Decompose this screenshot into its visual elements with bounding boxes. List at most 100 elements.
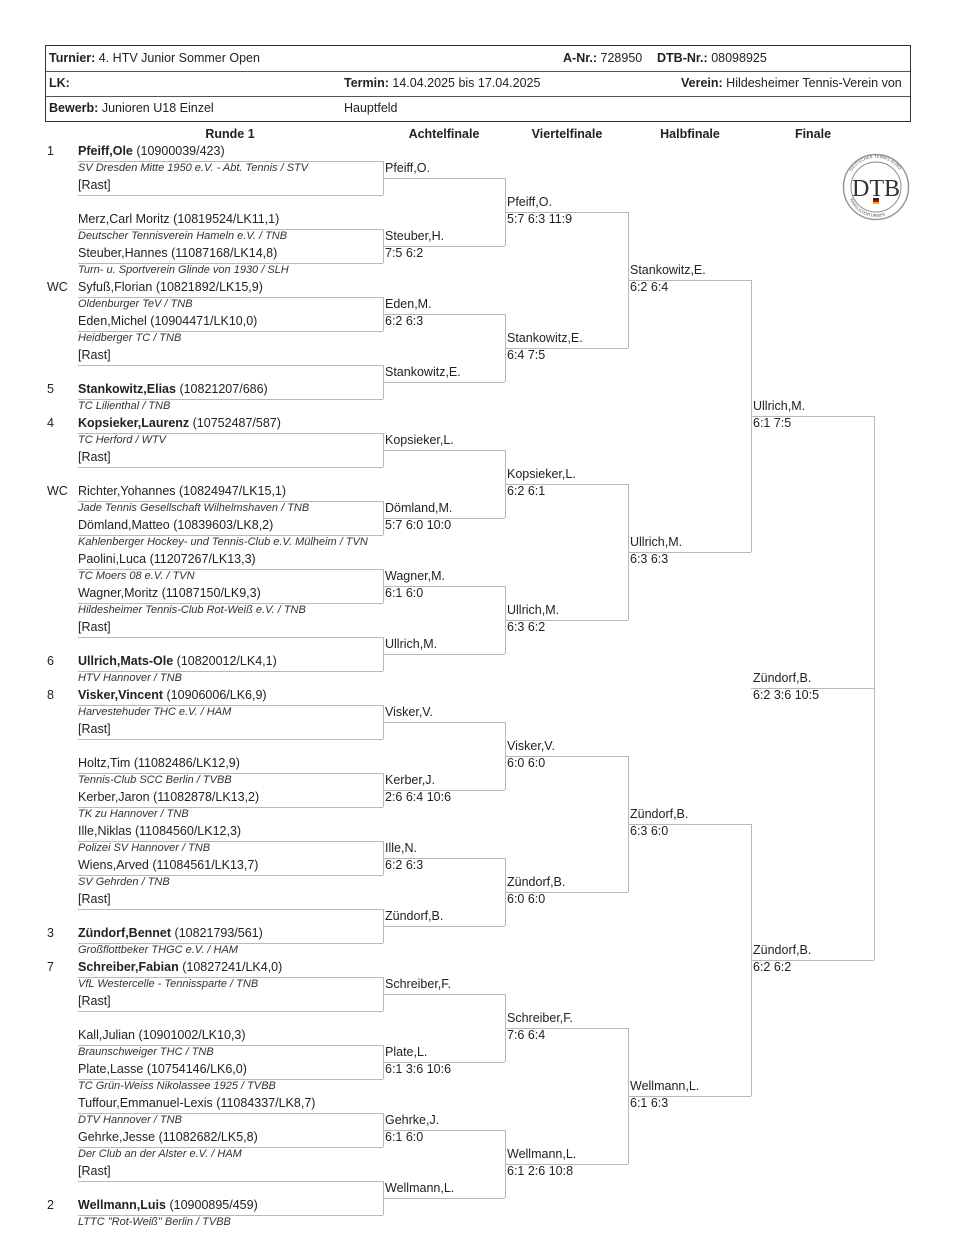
dtbnr-label: DTB-Nr.: — [657, 51, 708, 65]
player-name: [Rast] — [78, 450, 111, 464]
match-winner: Zündorf,B. — [507, 875, 566, 889]
player-name: [Rast] — [78, 178, 111, 192]
player-club: Deutscher Tennisverein Hameln e.V. / TNB — [78, 230, 288, 242]
player-club: HTV Hannover / TNB — [78, 672, 182, 684]
bracket-line — [628, 552, 751, 553]
bracket-line — [78, 977, 383, 978]
bracket-line — [383, 586, 505, 587]
player-entry: [Rast] — [78, 347, 111, 364]
player-entry: Steuber,Hannes (11087168/LK14,8) — [78, 245, 277, 262]
bracket-line — [78, 535, 383, 536]
bracket-line — [505, 348, 628, 349]
player-name: Stankowitz,Elias — [78, 382, 176, 396]
player-name: Ille,Niklas — [78, 824, 132, 838]
bracket-line — [505, 756, 628, 757]
verein-label: Verein: — [681, 76, 723, 90]
match-score: 6:2 6:2 — [753, 960, 792, 974]
player-entry: Holtz,Tim (11082486/LK12,9) — [78, 755, 240, 772]
match-winner: Dömland,M. — [385, 501, 453, 515]
player-entry: [Rast] — [78, 721, 111, 738]
player-entry: [Rast] — [78, 993, 111, 1010]
match-winner: Pfeiff,O. — [507, 195, 552, 209]
bracket-line — [78, 195, 383, 196]
bracket-line — [505, 212, 628, 213]
bracket-line — [78, 773, 383, 774]
match-winner: Stankowitz,E. — [507, 331, 583, 345]
bracket-line — [383, 926, 505, 927]
bracket-line — [78, 1147, 383, 1148]
bracket-line — [78, 637, 383, 638]
seed-number: WC — [47, 280, 68, 294]
bracket-line — [78, 399, 383, 400]
seed-number: 3 — [47, 926, 54, 940]
player-club: Jade Tennis Gesellschaft Wilhelmshaven /… — [78, 502, 310, 514]
match-winner: Gehrke,J. — [385, 1113, 440, 1127]
bracket-line — [78, 569, 383, 570]
player-name: [Rast] — [78, 1164, 111, 1178]
player-club: TK zu Hannover / TNB — [78, 808, 189, 820]
player-id: (11084561/LK13,7) — [152, 858, 259, 872]
player-entry: Eden,Michel (10904471/LK10,0) — [78, 313, 257, 330]
match-winner: Wagner,M. — [385, 569, 445, 583]
verein-value: Hildesheimer Tennis-Verein von — [726, 76, 902, 90]
player-name: Holtz,Tim — [78, 756, 131, 770]
match-winner: Ullrich,M. — [507, 603, 560, 617]
player-entry: [Rast] — [78, 891, 111, 908]
match-score: 6:0 6:0 — [507, 892, 546, 906]
player-name: Pfeiff,Ole — [78, 144, 133, 158]
player-entry: Kerber,Jaron (11082878/LK13,2) — [78, 789, 259, 806]
bracket-line — [78, 263, 383, 264]
match-score: 6:0 6:0 — [507, 756, 546, 770]
anr-value: 728950 — [600, 51, 643, 65]
player-id: (10900039/423) — [136, 144, 225, 158]
match-winner: Wellmann,L. — [507, 1147, 577, 1161]
player-name: Paolini,Luca — [78, 552, 147, 566]
player-club: Harvestehuder THC e.V. / HAM — [78, 706, 232, 718]
lk-label: LK: — [49, 76, 70, 90]
player-club: Tennis-Club SCC Berlin / TVBB — [78, 774, 232, 786]
match-winner: Stankowitz,E. — [385, 365, 461, 379]
bracket-line — [78, 1079, 383, 1080]
player-id: (11084560/LK12,3) — [134, 824, 242, 838]
player-entry: Dömland,Matteo (10839603/LK8,2) — [78, 517, 273, 534]
player-club: Oldenburger TeV / TNB — [78, 298, 193, 310]
seed-number: 1 — [47, 144, 54, 158]
bracket-line — [383, 654, 505, 655]
player-name: Visker,Vincent — [78, 688, 164, 702]
player-entry: Ullrich,Mats-Ole (10820012/LK4,1) — [78, 653, 277, 670]
bracket-line — [505, 892, 628, 893]
player-id: (10821207/686) — [179, 382, 268, 396]
match-winner: Schreiber,F. — [385, 977, 452, 991]
player-club: SV Dresden Mitte 1950 e.V. - Abt. Tennis… — [78, 162, 309, 174]
match-winner: Wellmann,L. — [385, 1181, 455, 1195]
bracket-line — [383, 858, 505, 859]
player-club: TC Grün-Weiss Nikolassee 1925 / TVBB — [78, 1080, 276, 1092]
bracket-line — [505, 620, 628, 621]
player-name: Merz,Carl Moritz — [78, 212, 170, 226]
bracket-line — [78, 603, 383, 604]
bracket-line — [628, 1096, 751, 1097]
bracket-line — [78, 705, 383, 706]
player-id: (10906006/LK6,9) — [166, 688, 267, 702]
player-name: [Rast] — [78, 620, 111, 634]
match-score: 6:4 7:5 — [507, 348, 546, 362]
match-winner: Stankowitz,E. — [630, 263, 706, 277]
player-id: (10839603/LK8,2) — [173, 518, 274, 532]
bracket-line — [383, 1198, 505, 1199]
player-name: Richter,Yohannes — [78, 484, 176, 498]
header-row-2: LK: Termin: 14.04.2025 bis 17.04.2025 Ve… — [46, 71, 910, 97]
player-club: SV Gehrden / TNB — [78, 876, 170, 888]
bracket-line — [78, 467, 383, 468]
player-name: Schreiber,Fabian — [78, 960, 179, 974]
header-row-1: Turnier: 4. HTV Junior Sommer Open A-Nr.… — [46, 46, 910, 72]
match-winner: Visker,V. — [385, 705, 433, 719]
player-club: DTV Hannover / TNB — [78, 1114, 182, 1126]
anr-label: A-Nr.: — [563, 51, 598, 65]
bracket-line — [383, 722, 505, 723]
player-name: [Rast] — [78, 722, 111, 736]
seed-number: 4 — [47, 416, 54, 430]
match-score: 6:3 6:0 — [630, 824, 669, 838]
bracket-line — [874, 416, 875, 960]
bracket-line — [383, 1062, 505, 1063]
match-winner: Kopsieker,L. — [507, 467, 576, 481]
